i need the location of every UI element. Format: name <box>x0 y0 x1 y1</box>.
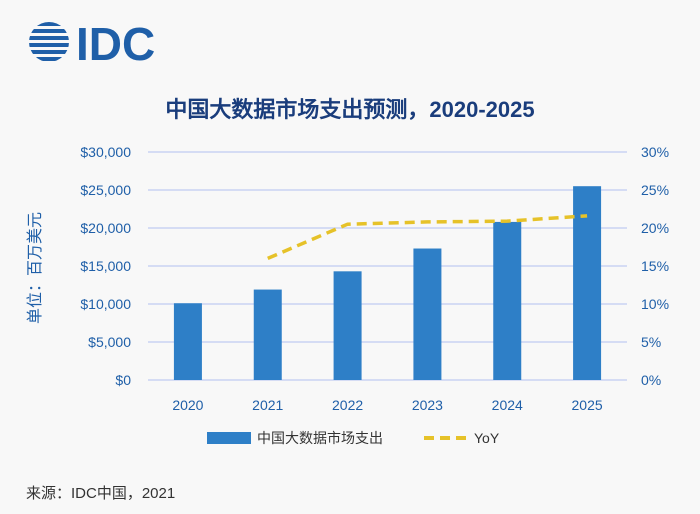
y2-axis-ticks: 0% 5% 10% 15% 20% 25% 30% <box>641 144 669 388</box>
y-tick-label: $5,000 <box>88 334 131 350</box>
x-tick-label: 2024 <box>492 397 523 413</box>
y-tick-label: $0 <box>115 372 131 388</box>
x-tick-label: 2020 <box>172 397 203 413</box>
bar-2020 <box>173 303 202 380</box>
y-tick-label: $25,000 <box>80 182 131 198</box>
legend: 中国大数据市场支出 YoY <box>207 430 500 446</box>
x-tick-label: 2022 <box>332 397 363 413</box>
chart-title: 中国大数据市场支出预测，2020-2025 <box>165 97 534 122</box>
legend-label-line: YoY <box>474 430 500 446</box>
x-axis-ticks: 2020 2021 2022 2023 2024 2025 <box>172 397 603 413</box>
x-tick-label: 2023 <box>412 397 443 413</box>
brand-name: IDC <box>76 18 155 70</box>
y2-tick-label: 30% <box>641 144 669 160</box>
y-tick-label: $20,000 <box>80 220 131 236</box>
y-tick-label: $15,000 <box>80 258 131 274</box>
y2-tick-label: 15% <box>641 258 669 274</box>
y2-tick-label: 5% <box>641 334 661 350</box>
yoy-series <box>267 214 588 261</box>
y2-tick-label: 25% <box>641 182 669 198</box>
globe-icon <box>29 22 69 61</box>
bar-2024 <box>493 221 522 380</box>
legend-label-bar: 中国大数据市场支出 <box>257 430 383 446</box>
y2-tick-label: 0% <box>641 372 661 388</box>
x-tick-label: 2025 <box>572 397 603 413</box>
bar-2022 <box>333 271 362 380</box>
bar-series <box>173 186 602 380</box>
x-tick-label: 2021 <box>252 397 283 413</box>
y-tick-label: $30,000 <box>80 144 131 160</box>
legend-swatch-bar <box>207 432 251 444</box>
idc-logo: IDC <box>29 18 155 70</box>
bar-2025 <box>573 186 602 380</box>
y-axis-ticks: $0 $5,000 $10,000 $15,000 $20,000 $25,000 $30,… <box>80 144 131 388</box>
y2-tick-label: 20% <box>641 220 669 236</box>
bar-2021 <box>253 289 282 380</box>
bar-2023 <box>413 248 442 380</box>
y2-tick-label: 10% <box>641 296 669 312</box>
yoy-line <box>267 214 588 261</box>
source-note: 来源：IDC中国，2021 <box>26 485 175 502</box>
gridlines <box>148 151 627 381</box>
y-axis-label: 单位：百万美元 <box>26 212 44 324</box>
y-tick-label: $10,000 <box>80 296 131 312</box>
